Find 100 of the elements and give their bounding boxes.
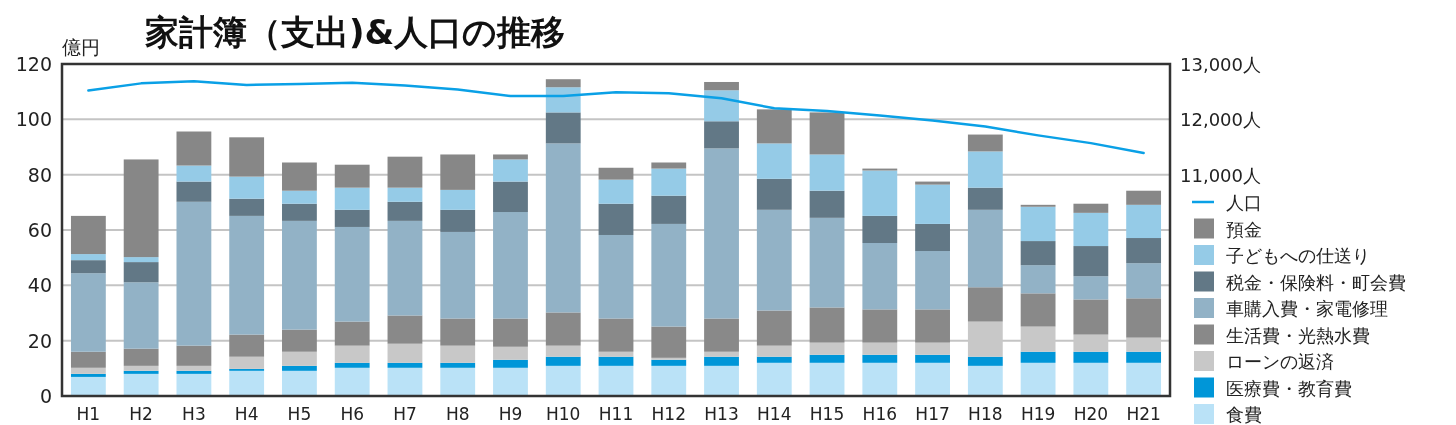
- bar: [967, 365, 1003, 396]
- bar: [1020, 206, 1056, 242]
- chart-title: 家計簿（支出)&人口の推移: [145, 12, 566, 52]
- bar: [756, 143, 792, 179]
- bar: [176, 181, 212, 202]
- line-series: [87, 79, 1145, 155]
- y-tick-label: 20: [27, 329, 52, 352]
- bar: [282, 370, 317, 396]
- bar: [862, 362, 898, 396]
- bar: [545, 312, 581, 346]
- y2-tick-label: 11,000人: [1180, 164, 1261, 186]
- bar: [598, 351, 634, 357]
- bar: [387, 201, 423, 221]
- x-tick-label: H1: [76, 404, 101, 424]
- bar: [1073, 212, 1109, 247]
- bar: [1126, 362, 1162, 396]
- bar: [123, 365, 159, 371]
- bar: [176, 165, 212, 182]
- x-tick-label: H2: [129, 404, 153, 424]
- bar: [493, 159, 528, 182]
- bar: [440, 189, 476, 210]
- bar: [1020, 351, 1056, 363]
- bar: [70, 351, 106, 368]
- x-tick-label: H15: [809, 404, 845, 424]
- x-tick-label: H5: [287, 404, 312, 424]
- bar: [229, 370, 265, 396]
- bar: [545, 356, 581, 366]
- bar: [651, 223, 687, 327]
- bar: [1126, 190, 1162, 205]
- x-tick-label: H14: [757, 404, 792, 424]
- bar: [756, 178, 792, 210]
- bar: [651, 168, 687, 196]
- bar: [387, 156, 423, 188]
- bar: [1126, 238, 1162, 264]
- y-axis-title: 億円: [62, 36, 100, 58]
- bar: [704, 81, 739, 91]
- bar: [967, 134, 1003, 152]
- bar: [176, 131, 212, 166]
- bar: [704, 90, 739, 122]
- bar: [176, 370, 212, 374]
- legend-label: 医療費・教育費: [1226, 377, 1352, 399]
- bar: [1073, 351, 1109, 363]
- bar: [1126, 351, 1162, 363]
- y-tick-label: 60: [27, 219, 52, 241]
- bar: [915, 184, 950, 224]
- bar: [387, 187, 423, 202]
- bar: [598, 234, 634, 319]
- bar: [387, 315, 423, 344]
- bar: [282, 203, 317, 221]
- bar: [440, 367, 476, 396]
- x-tick-label: H21: [1126, 404, 1161, 424]
- bar: [123, 373, 159, 396]
- bar: [651, 326, 687, 358]
- bar: [598, 365, 634, 396]
- y-tick-label: 100: [15, 108, 52, 131]
- bar: [334, 321, 370, 346]
- legend-label: 税金・保険料・町会費: [1226, 271, 1406, 293]
- bar: [862, 243, 898, 310]
- bar: [862, 354, 898, 363]
- bar: [862, 342, 898, 355]
- bar: [387, 220, 423, 316]
- x-tick-label: H4: [234, 404, 259, 424]
- bar: [282, 220, 317, 330]
- bar: [1073, 299, 1109, 335]
- bar: [598, 318, 634, 352]
- bar: [1073, 276, 1109, 300]
- bar: [493, 359, 528, 368]
- x-tick-label: H11: [598, 404, 634, 424]
- bar: [598, 167, 634, 180]
- bar: [756, 356, 792, 363]
- bar: [598, 179, 634, 204]
- bar: [598, 356, 634, 366]
- bar: [967, 151, 1003, 188]
- bar: [704, 318, 739, 352]
- bar: [809, 190, 845, 218]
- bar: [651, 365, 687, 396]
- bar: [651, 195, 687, 224]
- bar: [440, 345, 476, 363]
- bar: [334, 187, 370, 210]
- bar: [704, 365, 739, 396]
- bar: [440, 318, 476, 346]
- bar: [176, 345, 212, 366]
- bar: [387, 343, 423, 363]
- bar: [387, 367, 423, 396]
- bar: [1073, 362, 1109, 396]
- x-tick-label: H3: [182, 404, 206, 424]
- bar: [809, 307, 845, 343]
- bar: [545, 345, 581, 357]
- bar: [70, 215, 106, 255]
- bar: [70, 273, 106, 352]
- bar: [176, 201, 212, 346]
- bar: [1020, 293, 1056, 327]
- bar: [229, 215, 265, 335]
- bar: [334, 345, 370, 363]
- x-tick-label: H6: [340, 404, 364, 424]
- bar: [176, 373, 212, 396]
- bar: [229, 176, 265, 199]
- legend-label: 人口: [1226, 192, 1262, 213]
- bar: [282, 329, 317, 352]
- bar: [915, 223, 950, 252]
